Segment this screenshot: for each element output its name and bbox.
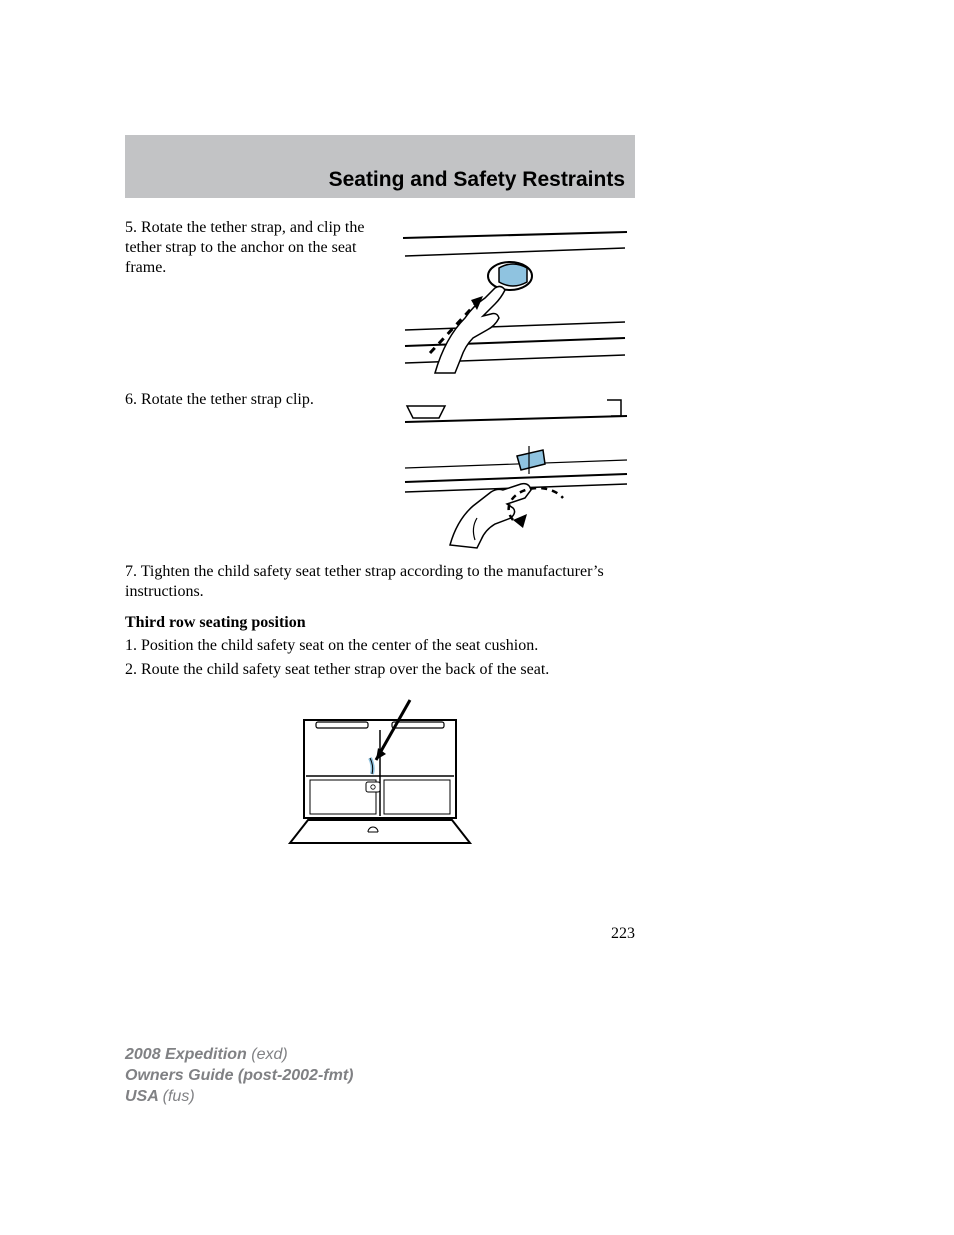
footer-region: USA [125,1088,163,1105]
third-row-step-2: 2. Route the child safety seat tether st… [125,660,635,680]
footer-region-code: (fus) [163,1088,195,1105]
third-row-seat-figure [280,698,480,848]
third-row-subheading: Third row seating position [125,614,635,632]
third-row-step-1: 1. Position the child safety seat on the… [125,636,635,656]
section-header-bar: Seating and Safety Restraints [125,135,635,198]
tether-clip-anchor-figure [395,218,635,378]
footer-model-year: 2008 Expedition [125,1046,251,1063]
manual-page: Seating and Safety Restraints 5. Rotate … [0,0,954,1235]
step-7-text: 7. Tighten the child safety seat tether … [125,562,635,602]
footer-line-3: USA (fus) [125,1087,353,1108]
step-5-row: 5. Rotate the tether strap, and clip the… [125,218,635,378]
page-content: 5. Rotate the tether strap, and clip the… [125,218,635,848]
tether-rotate-clip-figure [395,390,635,550]
step-6-figure-cell [395,390,635,550]
footer-line-2: Owners Guide (post-2002-fmt) [125,1066,353,1087]
step-5-figure-cell [395,218,635,378]
step-6-row: 6. Rotate the tether strap clip. [125,390,635,550]
page-number: 223 [125,925,635,943]
section-title: Seating and Safety Restraints [329,168,625,192]
footer-block: 2008 Expedition (exd) Owners Guide (post… [125,1045,353,1107]
footer-line-1: 2008 Expedition (exd) [125,1045,353,1066]
footer-model-code: (exd) [251,1046,287,1063]
step-5-text: 5. Rotate the tether strap, and clip the… [125,218,395,278]
step-6-text: 6. Rotate the tether strap clip. [125,390,395,410]
